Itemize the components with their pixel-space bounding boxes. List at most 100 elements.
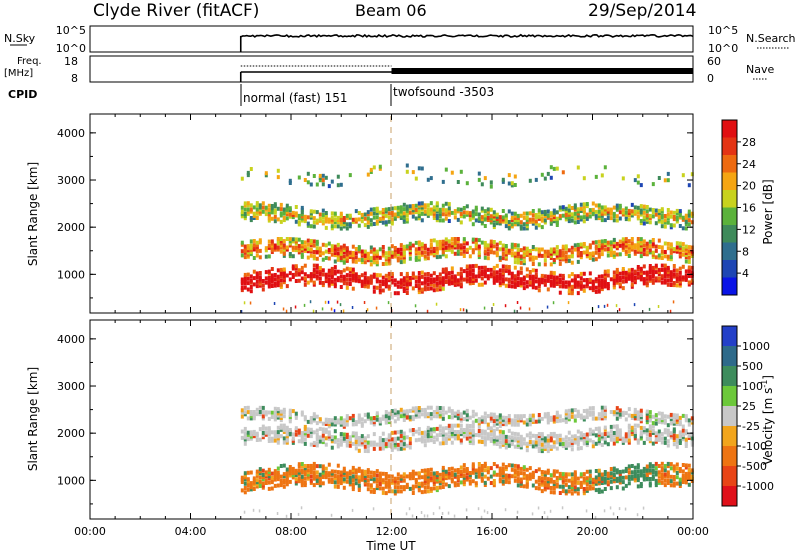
power-cell — [564, 215, 568, 220]
velocity-cell — [627, 423, 631, 428]
power-cell — [657, 278, 661, 283]
power-cell — [639, 239, 643, 244]
velocity-cell — [414, 412, 418, 417]
power-colorbar-segment — [722, 120, 737, 138]
velocity-cell — [414, 408, 418, 413]
velocity-cell — [468, 471, 472, 475]
velocity-cell — [375, 484, 379, 488]
velocity-cell — [624, 475, 628, 480]
velocity-cell — [258, 437, 262, 442]
velocity-cell — [363, 419, 367, 424]
velocity-cell — [387, 418, 391, 422]
power-cell — [636, 216, 640, 221]
power-cell — [447, 202, 451, 207]
velocity-cell — [249, 470, 253, 475]
power-cell — [594, 240, 598, 245]
power-cell — [444, 248, 448, 252]
velocity-cell — [246, 470, 250, 475]
power-cell — [294, 213, 298, 218]
power-cell — [588, 256, 592, 260]
velocity-cell — [591, 429, 595, 434]
velocity-cell — [564, 411, 568, 416]
power-cell — [423, 254, 427, 259]
time-tick-label: 00:00 — [74, 525, 106, 538]
power-cell — [537, 216, 541, 221]
power-cell — [294, 248, 298, 253]
velocity-cell — [447, 430, 451, 435]
velocity-cell — [363, 412, 367, 417]
velocity-cell — [540, 442, 544, 447]
velocity-cell — [411, 484, 415, 489]
velocity-cell — [678, 438, 682, 443]
velocity-cell — [543, 470, 547, 475]
power-cell — [396, 212, 400, 217]
power-cell — [360, 281, 364, 286]
power-cell — [255, 271, 259, 276]
power-cell — [594, 216, 598, 221]
power-cell — [471, 274, 475, 279]
power-cell — [300, 276, 304, 281]
velocity-cell — [516, 477, 520, 482]
power-cell — [324, 277, 328, 281]
velocity-cell — [540, 472, 544, 477]
power-cell — [660, 245, 664, 250]
power-cell — [588, 214, 592, 219]
velocity-cell — [501, 420, 505, 424]
velocity-cell — [390, 430, 394, 435]
velocity-cell — [450, 440, 454, 445]
velocity-cell — [531, 444, 535, 449]
velocity-cell — [489, 428, 493, 433]
power-cell — [447, 243, 451, 248]
power-cell — [258, 207, 262, 212]
velocity-cell — [594, 441, 598, 446]
power-cell — [456, 278, 460, 283]
power-cell — [534, 273, 538, 277]
power-cell — [243, 250, 247, 255]
velocity-cell — [399, 436, 403, 441]
power-cell — [519, 260, 523, 265]
power-cell — [690, 251, 694, 256]
velocity-cell — [252, 432, 256, 436]
power-cell — [624, 212, 628, 217]
velocity-cell — [402, 472, 406, 477]
power-cell — [627, 217, 631, 222]
velocity-cell — [489, 426, 493, 431]
velocity-cell — [654, 461, 658, 466]
power-cell — [396, 252, 400, 256]
velocity-cell — [546, 434, 550, 439]
velocity-cell — [468, 432, 472, 437]
velocity-cell — [600, 405, 604, 410]
velocity-cell — [618, 469, 622, 474]
power-cell — [240, 249, 244, 254]
power-cell — [624, 277, 628, 282]
velocity-cell — [573, 440, 577, 445]
velocity-cell — [582, 489, 586, 494]
velocity-cell — [420, 475, 424, 480]
velocity-cell — [639, 410, 643, 415]
power-cell — [468, 270, 472, 275]
velocity-cell — [639, 432, 643, 437]
power-cell — [249, 250, 253, 254]
velocity-cell — [600, 476, 604, 481]
power-ground-cell — [309, 300, 312, 304]
power-cell — [420, 201, 424, 206]
velocity-cell — [447, 475, 451, 480]
velocity-cell — [423, 432, 427, 437]
power-cell — [666, 241, 670, 246]
power-cell — [372, 274, 376, 279]
velocity-cell — [456, 411, 460, 416]
velocity-cell — [528, 466, 532, 471]
velocity-cell — [687, 433, 691, 438]
velocity-cell — [582, 441, 586, 446]
velocity-cell — [501, 432, 505, 437]
velocity-cell — [441, 428, 445, 433]
power-cell — [678, 209, 682, 214]
velocity-cell — [684, 439, 688, 444]
velocity-cell — [444, 436, 448, 441]
power-cell — [399, 253, 403, 258]
velocity-cell — [648, 439, 652, 444]
power-cell — [567, 248, 571, 253]
power-cell — [681, 246, 685, 251]
power-cell — [438, 218, 442, 223]
power-cell — [405, 204, 409, 209]
